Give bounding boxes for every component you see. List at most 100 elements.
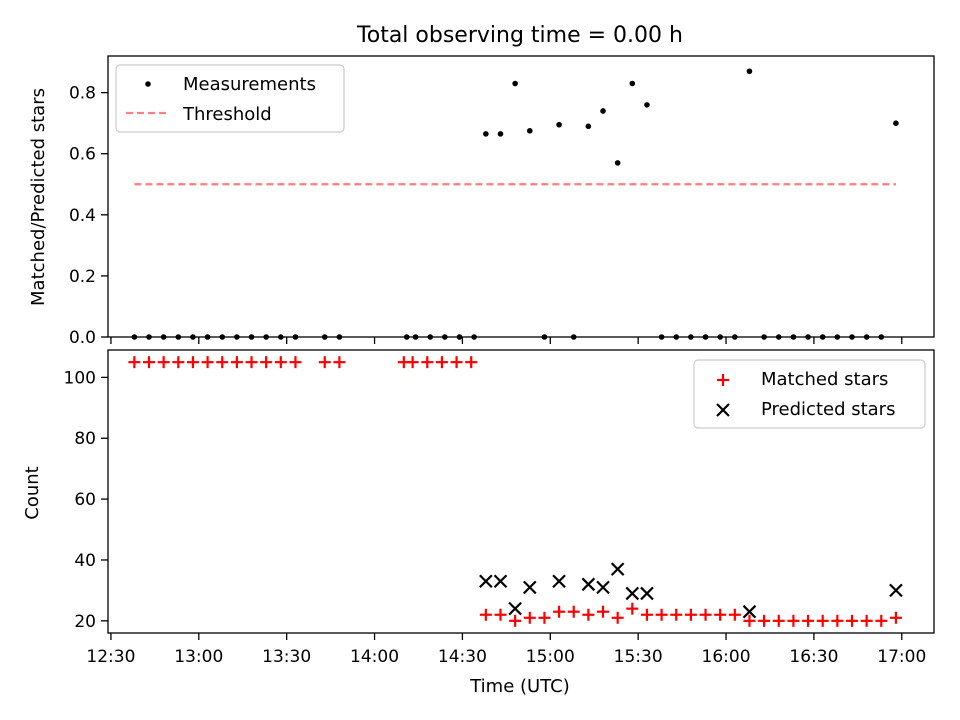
- legend-matched-marker: [717, 374, 729, 386]
- matched-point: [172, 356, 185, 369]
- measurement-point: [541, 334, 548, 340]
- matched-point: [889, 611, 902, 624]
- measurement-point: [526, 128, 533, 134]
- matched-point: [816, 614, 829, 627]
- measurement-point: [629, 80, 636, 87]
- matched-point: [758, 614, 771, 627]
- top-plot-frame: [107, 55, 935, 338]
- legend-threshold-label: Threshold: [182, 104, 272, 125]
- measurement-point: [761, 334, 767, 340]
- bottom-ytick-label: 60: [74, 490, 96, 510]
- matched-point: [333, 356, 346, 369]
- top-ytick-label: 0.6: [69, 145, 96, 165]
- bottom-ytick-label: 40: [74, 551, 96, 571]
- matched-point: [450, 356, 463, 369]
- bottom-xtick-label: 16:30: [789, 647, 838, 667]
- matched-point: [684, 608, 697, 621]
- predicted-point: [640, 586, 654, 601]
- bottom-legend-box: [693, 359, 926, 429]
- bottom-x-ticks: 12:30 13:00 13:30 14:00 14:30 15:00 15:30 16:00…: [86, 633, 926, 667]
- legend-predicted-label: Predicted stars: [761, 399, 895, 420]
- predicted-point: [889, 583, 903, 598]
- measurement-point: [442, 334, 448, 340]
- matched-point: [714, 608, 727, 621]
- bottom-xtick-label: 16:00: [702, 647, 751, 667]
- matched-point: [597, 605, 610, 618]
- predicted-point: [508, 601, 522, 616]
- top-ytick-label: 0.8: [69, 84, 96, 104]
- top-ytick-label: 0.2: [69, 267, 96, 287]
- measurement-point: [190, 334, 196, 340]
- matched-point: [465, 356, 478, 369]
- matched-point: [772, 614, 785, 627]
- predicted-point: [596, 580, 610, 595]
- matched-point: [274, 356, 287, 369]
- measurement-point: [849, 334, 855, 340]
- top-x-ticks: [110, 337, 903, 344]
- matched-point: [860, 614, 873, 627]
- measurement-point: [570, 334, 577, 340]
- top-axes: Matched/Predicted stars 0.00.20.40.60.8 …: [28, 55, 935, 348]
- predicted-point: [479, 574, 493, 589]
- measurement-point: [263, 334, 269, 340]
- measurement-point: [775, 334, 782, 340]
- measurement-point: [790, 334, 797, 340]
- bottom-xtick-label: 12:30: [86, 647, 135, 667]
- matched-point: [186, 356, 199, 369]
- matched-point: [582, 608, 595, 621]
- matched-point: [523, 611, 536, 624]
- measurement-point: [219, 334, 226, 340]
- measurement-point: [471, 334, 477, 340]
- measurement-point: [878, 334, 885, 340]
- matched-point: [260, 356, 273, 369]
- bottom-plot-frame: [107, 349, 935, 634]
- bottom-xtick-label: 15:30: [614, 647, 663, 667]
- matched-point: [494, 608, 507, 621]
- measurement-point: [131, 334, 138, 340]
- measurement-point: [673, 334, 680, 340]
- top-legend: Measurements Threshold: [115, 64, 345, 133]
- measurement-point: [427, 334, 433, 340]
- bottom-ytick-label: 20: [74, 612, 96, 632]
- matched-point: [640, 608, 653, 621]
- top-ytick-label: 0.0: [69, 328, 96, 348]
- predicted-point: [742, 604, 757, 619]
- measurement-point: [600, 108, 606, 114]
- measurement-point: [204, 334, 211, 340]
- measurement-point: [512, 80, 518, 87]
- matched-points: [128, 356, 902, 627]
- predicted-point: [581, 577, 596, 592]
- measurement-point: [336, 334, 343, 340]
- matched-point: [567, 605, 580, 618]
- matched-point: [538, 611, 551, 624]
- predicted-point: [552, 574, 566, 589]
- predicted-point: [625, 586, 640, 601]
- measurement-point: [717, 334, 723, 340]
- measurement-point: [292, 334, 299, 340]
- matched-point: [230, 356, 243, 369]
- measurement-point: [688, 334, 694, 340]
- matched-point: [728, 608, 741, 621]
- measurement-point: [175, 334, 182, 340]
- matched-point: [670, 608, 683, 621]
- bottom-legend: Matched stars Predicted stars: [693, 359, 926, 429]
- measurement-point: [819, 334, 826, 340]
- bottom-xtick-label: 14:30: [438, 647, 487, 667]
- matched-point: [845, 614, 858, 627]
- matched-point: [479, 608, 492, 621]
- bottom-xtick-label: 14:00: [350, 647, 399, 667]
- matched-point: [626, 602, 639, 615]
- matched-point: [318, 356, 331, 369]
- measurement-point: [160, 334, 167, 340]
- measurement-point: [585, 123, 592, 130]
- measurement-point: [321, 334, 328, 340]
- legend-matched-label: Matched stars: [761, 369, 888, 390]
- bottom-xtick-label: 13:30: [262, 647, 311, 667]
- measurement-point: [702, 334, 709, 340]
- matched-point: [245, 356, 258, 369]
- measurement-point: [234, 334, 240, 340]
- matched-point: [216, 356, 229, 369]
- matched-point: [802, 614, 815, 627]
